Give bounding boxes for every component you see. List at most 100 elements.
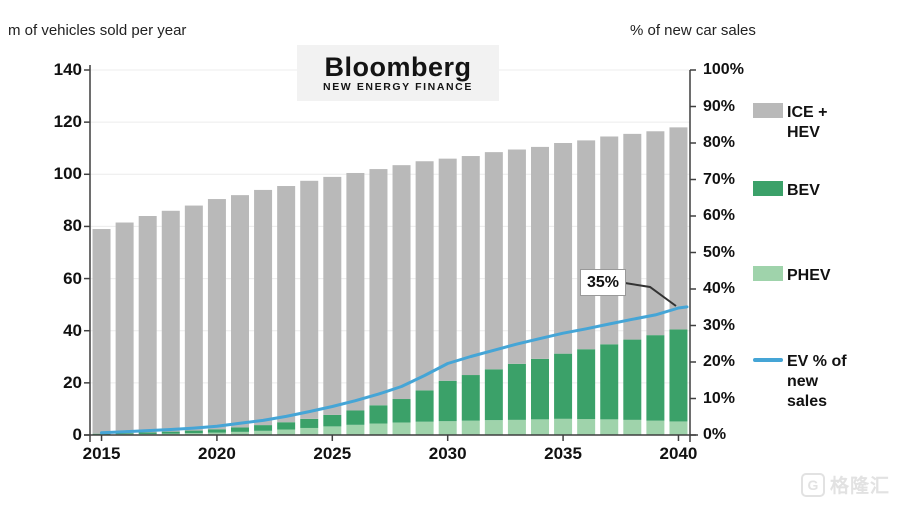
bar-segment-bev	[577, 349, 596, 420]
x-axis-tick-label: 2025	[313, 444, 352, 463]
bar-segment-bev	[369, 405, 388, 424]
right-axis-tick-label: 20%	[703, 353, 736, 370]
bar-segment-bev	[531, 358, 549, 420]
legend-swatch-bev	[753, 181, 783, 196]
bar-segment-phev	[531, 419, 549, 435]
legend-label-line: ICE +	[787, 104, 828, 121]
bar-segment-phev	[323, 426, 342, 435]
bar-segment-ice-hev	[207, 199, 226, 430]
left-axis-title: m of vehicles sold per year	[8, 22, 187, 39]
bar-segment-bev	[138, 432, 157, 434]
bar-segment-ice-hev	[300, 180, 319, 419]
bar-segment-bev	[161, 431, 180, 434]
bar-segment-ice-hev	[392, 165, 411, 400]
legend-label-line: PHEV	[787, 267, 831, 284]
bar-segment-ice-hev	[346, 172, 365, 411]
legend-swatch-phev	[753, 266, 783, 281]
bar-segment-phev	[207, 432, 226, 435]
bar-segment-bev	[115, 433, 134, 435]
bar-segment-phev	[300, 427, 319, 435]
legend-label-line: new	[787, 373, 819, 390]
bar-segment-ice-hev	[254, 189, 273, 426]
right-axis-tick-label: 90%	[703, 97, 736, 115]
left-axis-tick-label: 100	[53, 164, 82, 184]
legend-label-ice-hev: ICE + HEV	[787, 103, 827, 143]
legend-item-bev: BEV	[753, 181, 820, 201]
bar-segment-bev	[231, 427, 249, 432]
bar-segment-ice-hev	[161, 210, 180, 432]
bar-segment-ice-hev	[531, 146, 549, 359]
bar-segment-bev	[392, 399, 411, 423]
bar-segment-phev	[669, 421, 688, 435]
bar-segment-bev	[554, 353, 573, 419]
bar-segment-ice-hev	[438, 158, 457, 381]
bar-segment-ice-hev	[623, 133, 642, 340]
right-axis-tick-label: 100%	[703, 61, 744, 78]
left-axis-tick-label: 60	[63, 268, 82, 288]
legend-label-bev: BEV	[787, 181, 820, 201]
right-axis-tick-label: 80%	[703, 134, 736, 151]
bar-segment-bev	[484, 369, 503, 421]
bar-segment-ice-hev	[600, 136, 619, 345]
right-axis-tick-label: 50%	[703, 243, 736, 261]
legend-label-line: EV % of	[787, 353, 847, 370]
bar-segment-bev	[646, 335, 665, 421]
bar-segment-bev	[346, 410, 365, 425]
bar-segment-phev	[415, 421, 434, 435]
bar-segment-phev	[484, 420, 503, 435]
right-axis-tick-label: 60%	[703, 207, 736, 224]
bar-segment-ice-hev	[184, 205, 203, 431]
left-axis-tick-label: 140	[53, 60, 82, 79]
bar-segment-phev	[623, 419, 642, 435]
bar-segment-bev	[277, 422, 296, 430]
gelonghui-g-icon: G	[800, 472, 825, 497]
logo-wordmark: Bloomberg	[324, 52, 472, 82]
x-axis-tick-label: 2015	[82, 444, 121, 463]
legend-label-line: sales	[787, 393, 828, 410]
bar-segment-ice-hev	[138, 216, 157, 433]
bar-segment-bev	[438, 380, 457, 422]
right-axis-tick-label: 30%	[703, 316, 736, 334]
x-axis-tick-label: 2040	[659, 444, 698, 463]
bar-segment-bev	[184, 430, 203, 434]
bar-segment-bev	[254, 425, 273, 431]
x-axis-tick-label: 2030	[428, 444, 467, 463]
legend-label-phev: PHEV	[787, 266, 831, 286]
legend-swatch-ev-share	[753, 358, 783, 362]
bar-segment-phev	[346, 424, 365, 435]
bar-segment-bev	[461, 375, 480, 421]
x-axis-tick-label: 2035	[544, 444, 582, 463]
legend-label-line: BEV	[787, 182, 820, 199]
bar-segment-ice-hev	[669, 127, 688, 330]
ev-share-line	[100, 305, 689, 435]
bar-segment-ice-hev	[577, 140, 596, 350]
right-axis-tick-label: 40%	[703, 280, 736, 297]
callout-connector	[624, 282, 677, 307]
bar-segment-phev	[577, 419, 596, 435]
bar-segment-bev	[207, 429, 226, 433]
bar-segment-phev	[438, 421, 457, 435]
x-axis-tick-label: 2020	[198, 444, 236, 463]
legend-swatch-ice-hev	[753, 103, 783, 118]
bar-segment-ice-hev	[507, 149, 526, 364]
bar-segment-ice-hev	[554, 143, 573, 354]
bar-segment-ice-hev	[115, 222, 134, 434]
left-axis-tick-label: 40	[63, 320, 82, 340]
bar-segment-bev	[323, 414, 342, 427]
bar-segment-bev	[623, 339, 642, 420]
bar-segment-ice-hev	[369, 169, 388, 406]
bar-segment-bev	[669, 329, 688, 422]
bar-segment-ice-hev	[415, 161, 434, 391]
bar-segment-phev	[254, 430, 273, 435]
bar-segment-phev	[646, 420, 665, 435]
right-axis-tick-label: 0%	[703, 426, 727, 443]
right-axis-title: % of new car sales	[630, 22, 756, 39]
bar-segment-bev	[600, 344, 619, 420]
logo-subtitle: NEW ENERGY FINANCE	[323, 81, 473, 93]
bar-segment-ice-hev	[646, 131, 665, 336]
bar-segment-ice-hev	[277, 186, 296, 423]
bar-segment-phev	[507, 419, 526, 435]
legend-label-ev-share: EV % of new sales	[787, 352, 847, 412]
